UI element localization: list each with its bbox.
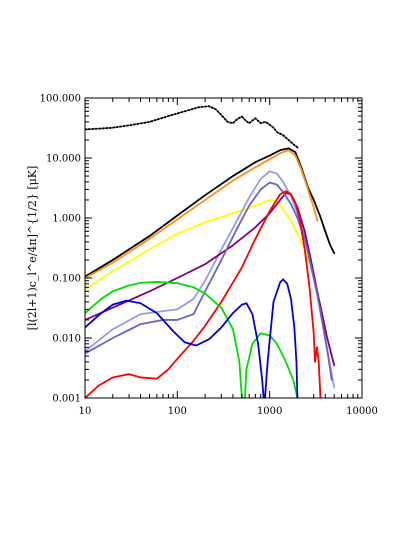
series-line-10 (85, 278, 299, 398)
tick-label-layer: 10 100 1000 10000 0.001 0.010 0.100 1.000 10.000… (40, 94, 378, 418)
y-tick-label: 0.100 (52, 274, 81, 285)
tick-layer (84, 98, 362, 399)
plot-frame (84, 97, 363, 399)
series-line-7 (85, 181, 333, 381)
series-line-9 (85, 281, 299, 398)
series-line-3 (85, 149, 319, 279)
y-tick-label: 0.001 (52, 394, 81, 405)
y-axis-label: [l(2l+1)c_l^e/4π]^{1/2} [μK] (26, 166, 39, 331)
y-tick-label: 10.000 (46, 154, 81, 165)
y-tick-label: 0.010 (52, 334, 81, 345)
series-line-8 (85, 190, 322, 398)
y-tick-label: 100.000 (40, 94, 81, 105)
x-tick-label: 100 (168, 406, 187, 417)
series-layer (85, 105, 336, 398)
x-tick-label: 10000 (346, 406, 378, 417)
x-tick-label: 1000 (257, 406, 282, 417)
series-line-1 (85, 105, 299, 149)
x-tick-label: 10 (79, 406, 92, 417)
y-tick-label: 1.000 (52, 214, 81, 225)
series-line-2 (85, 147, 336, 278)
